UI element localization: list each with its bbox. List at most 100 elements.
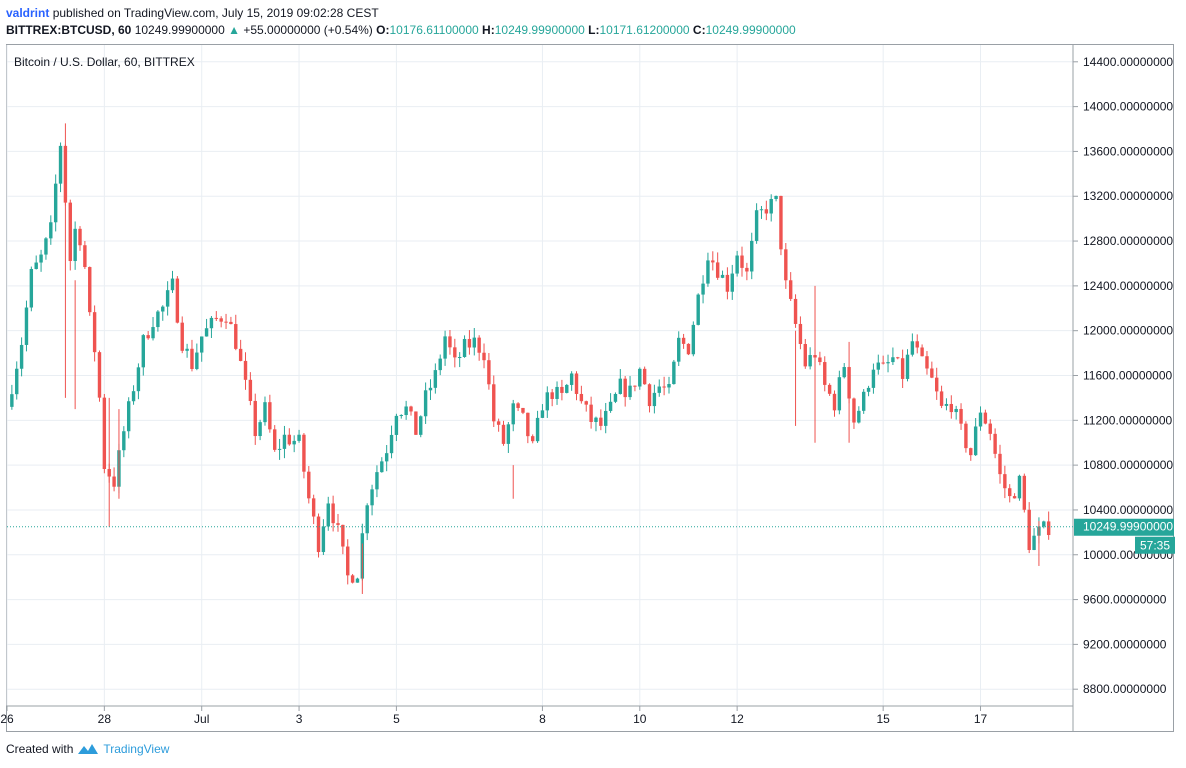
candle-body (253, 400, 257, 437)
candle-body (550, 392, 554, 399)
change-arrow-icon: ▲ (228, 23, 241, 37)
candle-body (126, 401, 131, 432)
candle-body (857, 410, 861, 423)
candle-body (467, 338, 472, 348)
candle-body (204, 328, 209, 337)
published-text: published on TradingView.com, July 15, 2… (52, 6, 379, 20)
candle-body (745, 267, 749, 272)
candle-body (584, 401, 588, 405)
candle-body (234, 324, 238, 349)
candle-body (589, 404, 593, 422)
y-tick-label: 12800.00000000 (1083, 234, 1173, 248)
candle-body (375, 472, 379, 490)
tradingview-brand-link[interactable]: TradingView (103, 742, 170, 756)
candle-body (404, 406, 408, 416)
candle-body (496, 421, 501, 425)
candle-body (628, 385, 632, 398)
candle-body (58, 145, 63, 184)
candle-body (1022, 475, 1027, 510)
candle-body (19, 344, 24, 369)
candle-body (949, 403, 954, 413)
candle-body (608, 401, 613, 411)
candle-body (190, 348, 194, 369)
candle-body (414, 411, 418, 435)
candle-body (881, 362, 885, 364)
candle-body (560, 386, 564, 393)
candle-body (112, 476, 116, 487)
candle-body (818, 357, 822, 363)
candle-body (832, 393, 837, 411)
candle-body (886, 362, 890, 364)
candle-body (384, 453, 389, 462)
candle-body (122, 431, 126, 451)
candle-body (701, 283, 705, 295)
candle-body (73, 228, 77, 262)
candle-body (618, 378, 623, 394)
candle-body (599, 417, 603, 426)
candle-body (667, 384, 671, 388)
candle-body (652, 392, 657, 407)
y-tick-label: 9600.00000000 (1083, 593, 1167, 607)
price-change: +55.00000000 (+0.54%) (243, 23, 373, 37)
candle-body (151, 327, 155, 339)
candle-body (428, 387, 433, 391)
candle-body (662, 386, 666, 388)
candle-body (613, 393, 618, 402)
candle-body (68, 202, 72, 262)
x-tick-label: 5 (393, 712, 400, 726)
candle-body (438, 358, 442, 371)
y-tick-label: 9200.00000000 (1083, 637, 1167, 651)
x-tick-label: 10 (633, 712, 647, 726)
candle-body (399, 415, 403, 417)
low-value: 10171.61200000 (599, 23, 690, 37)
candle-body (97, 352, 102, 398)
candle-body (657, 386, 661, 393)
candle-body (837, 377, 842, 411)
candle-body (978, 412, 983, 427)
candle-body (78, 228, 82, 246)
low-label: L: (588, 23, 600, 37)
candle-body (930, 368, 934, 378)
candle-body (487, 360, 491, 385)
candle-body (39, 254, 43, 263)
candle-body (769, 198, 773, 214)
candle-body (316, 516, 321, 553)
candle-body (711, 260, 715, 263)
candle-body (161, 306, 165, 312)
candle-body (842, 367, 846, 378)
candle-body (540, 410, 545, 418)
author-link[interactable]: valdrint (6, 6, 50, 20)
candle-body (905, 354, 910, 379)
high-label: H: (482, 23, 495, 37)
candle-body (15, 368, 19, 395)
created-with-text: Created with (6, 742, 74, 756)
candle-body (506, 424, 511, 444)
candle-body (774, 195, 778, 199)
close-label: C: (692, 23, 706, 37)
candle-body (365, 505, 369, 534)
y-tick-label: 13600.00000000 (1083, 144, 1173, 158)
y-tick-label: 10400.00000000 (1083, 503, 1173, 517)
candle-body (759, 209, 764, 211)
y-tick-label: 11200.00000000 (1083, 413, 1173, 427)
candle-body (273, 429, 277, 450)
candle-body (779, 195, 783, 250)
candle-body (229, 321, 233, 325)
y-tick-label: 10800.00000000 (1083, 458, 1173, 472)
candle-body (10, 394, 14, 407)
candle-body (472, 337, 476, 348)
candle-body (102, 397, 107, 470)
candle-body (24, 307, 29, 345)
candle-body (44, 238, 48, 255)
candle-body (871, 369, 876, 388)
candle-body (311, 498, 316, 517)
candle-body (730, 273, 734, 292)
candle-body (199, 336, 204, 353)
candle-body (715, 262, 720, 278)
candle-body (803, 344, 807, 367)
x-tick-label: 15 (876, 712, 890, 726)
candle-body (691, 324, 696, 355)
close-value: 10249.99900000 (705, 23, 796, 37)
candle-body (243, 360, 248, 380)
